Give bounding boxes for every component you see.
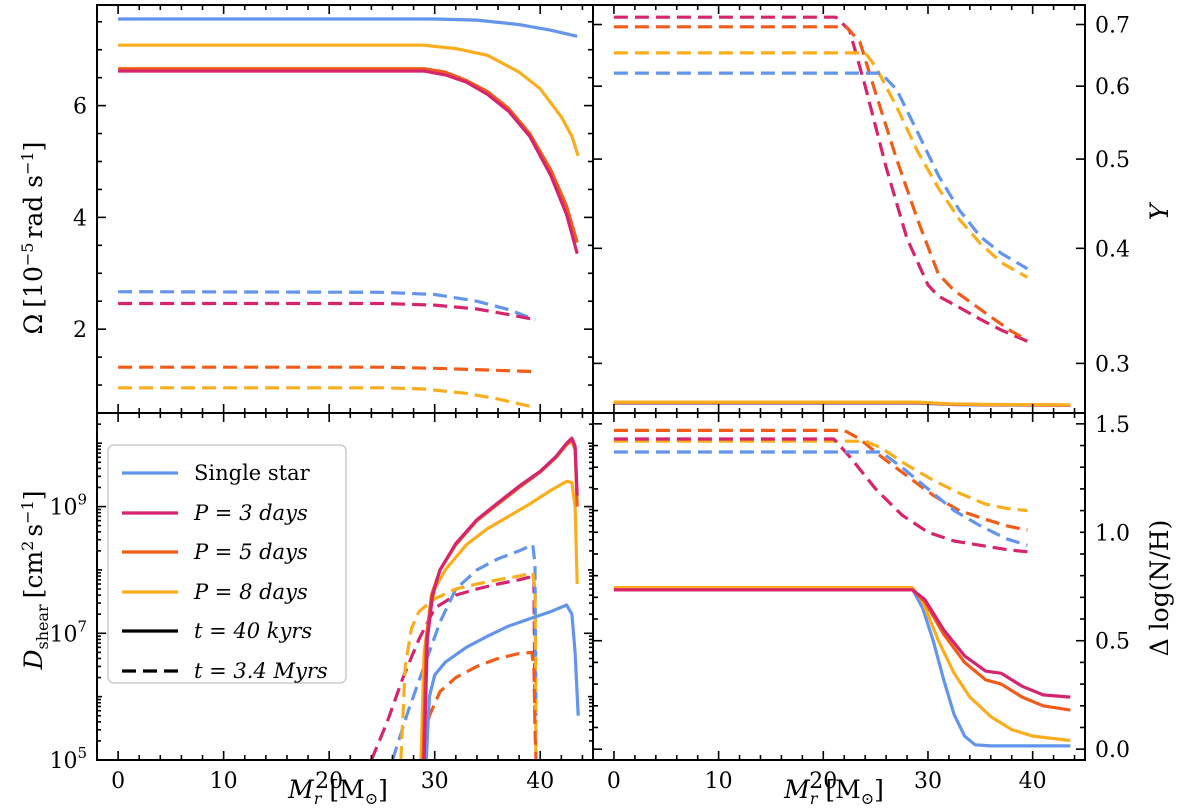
y-tick-label: 0.7 <box>1095 14 1130 39</box>
series-group <box>613 428 1071 748</box>
series-single-star-t-40-kyrs <box>118 17 578 38</box>
x-tick-label: 0 <box>111 769 125 794</box>
plot-frame <box>592 4 1086 414</box>
ylabel-omega: Ω[10−5rad s−1] <box>18 142 48 335</box>
ylabel-helium: Y <box>1145 201 1174 220</box>
legend-label-p8: P = 8 days <box>193 580 308 604</box>
series-p-8-days-t-3-4-myrs <box>399 571 538 760</box>
x-tick-label: 20 <box>809 769 837 794</box>
series-p-3-days-t-3-4-myrs <box>613 15 1029 343</box>
series-group <box>369 436 580 760</box>
series-p-8-days-t-40-kyrs <box>613 400 1071 407</box>
legend-label-t40kyrs: t = 40 kyrs <box>194 619 312 643</box>
x-tick-label: 40 <box>526 769 554 794</box>
plot-frame <box>96 4 594 414</box>
series-single-star-t-40-kyrs <box>424 603 580 760</box>
x-tick-label: 0 <box>607 769 621 794</box>
x-tick-label: 10 <box>705 769 733 794</box>
y-tick-label: 107 <box>49 617 87 647</box>
legend-label-single-star: Single star <box>194 461 311 485</box>
series-p-3-days-t-3-4-myrs <box>369 574 537 760</box>
xlabel-left: Mr [M⊙] <box>287 775 388 808</box>
ylabel-dshear: Dshear[cm2s−1] <box>18 490 52 670</box>
legend: Single star P = 3 days P = 5 days P = 8 … <box>107 444 347 684</box>
y-tick-label: 0.4 <box>1095 237 1130 262</box>
series-single-star-t-3-4-myrs <box>390 543 538 760</box>
series-p-5-days-t-40-kyrs <box>118 67 579 243</box>
xlabel-right: Mr [M⊙] <box>783 775 884 808</box>
legend-box <box>107 444 347 684</box>
series-p-5-days-t-40-kyrs <box>613 588 1071 712</box>
y-tick-label: 2 <box>73 318 87 343</box>
series-p-8-days-t-3-4-myrs <box>613 439 1028 513</box>
y-tick-label: 0.3 <box>1095 352 1130 377</box>
series-group <box>613 15 1071 407</box>
series-p-5-days-t-3-4-myrs <box>613 25 1029 342</box>
series-p-3-days-t-40-kyrs <box>422 436 579 760</box>
series-p-8-days-t-40-kyrs <box>419 479 579 760</box>
series-group <box>118 17 580 409</box>
panel-helium-profile: 0.3 0.4 0.5 0.6 0.7 <box>592 4 1130 414</box>
y-tick-label: 0.6 <box>1095 75 1130 100</box>
series-p-8-days-t-3-4-myrs <box>118 386 536 409</box>
y-tick-label: 109 <box>49 491 87 521</box>
series-single-star-t-3-4-myrs <box>613 71 1029 271</box>
y-tick-label: 1.5 <box>1095 413 1130 438</box>
series-p-5-days-t-3-4-myrs <box>613 428 1028 532</box>
series-p-5-days-t-3-4-myrs <box>118 365 536 374</box>
series-p-3-days-t-40-kyrs <box>118 69 579 255</box>
panel-dshear-profile: 0 10 20 30 40 105 107 109 <box>49 412 594 794</box>
series-p-8-days-t-40-kyrs <box>613 586 1071 743</box>
ylabel-nitrogen: Δ log(N/H) <box>1145 520 1174 657</box>
series-p-3-days-t-3-4-myrs <box>118 301 536 322</box>
series-single-star-t-3-4-myrs <box>118 290 536 322</box>
legend-label-p3: P = 3 days <box>193 501 308 525</box>
panel-nitrogen-profile: 0 10 20 30 40 0.0 0.5 1.0 1.5 <box>592 412 1130 794</box>
legend-label-t3p4myrs: t = 3.4 Myrs <box>194 659 328 683</box>
y-tick-label: 4 <box>73 206 87 231</box>
x-tick-label: 30 <box>421 769 449 794</box>
series-single-star-t-3-4-myrs <box>613 450 1028 547</box>
series-single-star-t-40-kyrs <box>613 587 1071 748</box>
series-p-8-days-t-3-4-myrs <box>613 51 1029 279</box>
x-tick-label: 40 <box>1019 769 1047 794</box>
y-tick-label: 105 <box>49 744 87 774</box>
x-tick-label: 30 <box>914 769 942 794</box>
y-tick-label: 1.0 <box>1095 521 1130 546</box>
panel-omega-profile: 2 4 6 <box>73 4 594 414</box>
x-tick-label: 20 <box>315 769 343 794</box>
series-p-3-days-t-40-kyrs <box>613 588 1071 699</box>
series-p-5-days-t-3-4-myrs <box>419 650 538 760</box>
y-tick-label: 6 <box>73 95 87 120</box>
plot-frame <box>592 412 1086 761</box>
x-tick-label: 10 <box>210 769 238 794</box>
series-p-3-days-t-3-4-myrs <box>613 437 1028 554</box>
y-tick-label: 0.5 <box>1095 630 1130 655</box>
series-p-8-days-t-40-kyrs <box>118 43 580 157</box>
y-tick-label: 0.0 <box>1095 738 1130 763</box>
legend-label-p5: P = 5 days <box>193 540 308 564</box>
y-tick-label: 0.5 <box>1095 148 1130 173</box>
